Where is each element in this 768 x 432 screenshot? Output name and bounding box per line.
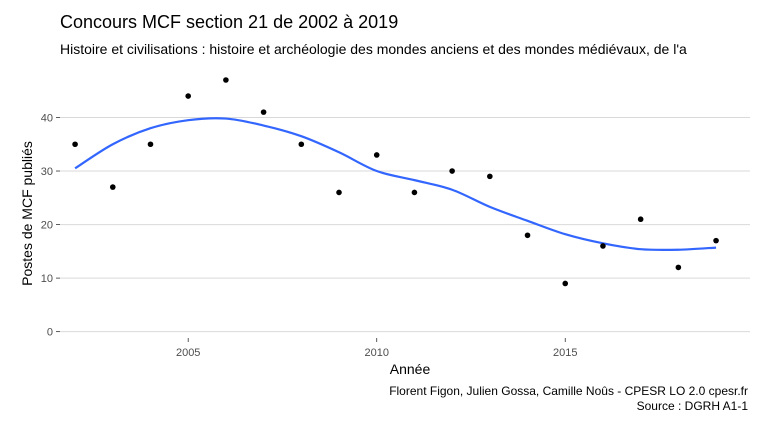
caption-authors: Florent Figon, Julien Gossa, Camille Noû… [389, 384, 748, 398]
data-point [223, 77, 229, 83]
x-tick-label: 2005 [176, 347, 200, 359]
data-point [109, 184, 116, 190]
data-point [336, 189, 342, 196]
x-axis-ticks: 2005 2010 2015 [176, 338, 577, 359]
x-axis-label: Année [390, 361, 431, 377]
data-point [298, 141, 305, 148]
smooth-trend-line [74, 117, 717, 252]
data-point [713, 237, 719, 244]
y-tick-label: 30 [41, 166, 53, 178]
chart-title: Concours MCF section 21 de 2002 à 2019 [60, 12, 399, 32]
y-tick-label: 20 [41, 220, 53, 232]
data-point [524, 232, 531, 239]
x-tick-label: 2015 [553, 347, 577, 359]
data-point [411, 189, 418, 196]
y-tick-label: 0 [47, 327, 53, 339]
data-point [373, 152, 380, 158]
data-point [72, 141, 78, 148]
y-tick-label: 10 [41, 273, 53, 285]
data-point [449, 168, 455, 174]
x-tick-label: 2010 [364, 347, 388, 359]
y-tick-label: 40 [41, 112, 53, 124]
data-points [72, 77, 719, 287]
data-point [147, 141, 154, 148]
data-point [637, 216, 644, 223]
grid-lines [60, 116, 750, 333]
chart-subtitle: Histoire et civilisations : histoire et … [60, 41, 687, 57]
y-axis-ticks: 0 10 20 30 40 [41, 112, 60, 339]
data-point [260, 109, 267, 115]
data-point [487, 173, 493, 180]
data-point [562, 280, 569, 287]
data-point [185, 93, 191, 99]
data-point [600, 243, 606, 249]
chart-caption: Florent Figon, Julien Gossa, Camille Noû… [389, 384, 748, 414]
y-axis-label: Postes de MCF publiés [19, 141, 35, 286]
caption-source: Source : DGRH A1-1 [636, 399, 748, 413]
data-point [675, 264, 682, 271]
